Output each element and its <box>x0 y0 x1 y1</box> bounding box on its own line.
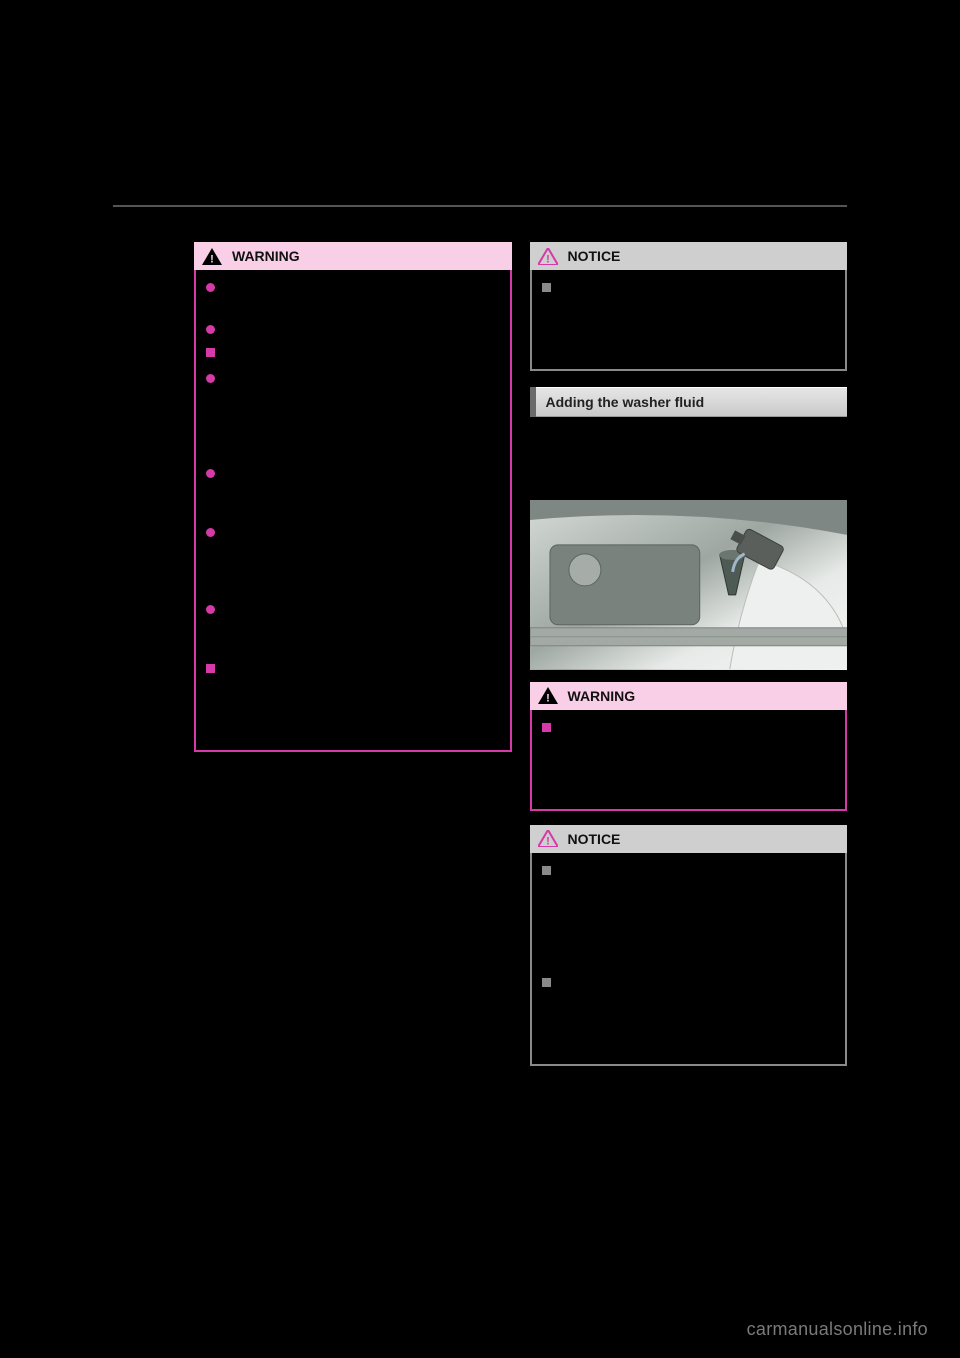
bullet-bold: When recharging the battery <box>220 662 389 676</box>
bullet-heading-with-body: When recharging the battery Never rechar… <box>220 661 500 732</box>
watermark: carmanualsonline.info <box>747 1319 928 1340</box>
svg-text:!: ! <box>210 253 214 265</box>
square-icon <box>206 664 220 732</box>
doc-id: GS350_OM_OM30F69U_(U) <box>113 1214 255 1226</box>
warning-title: WARNING <box>232 248 300 264</box>
square-icon <box>542 978 556 1046</box>
bullet-heading-with-body: When adding washer fluid Do not add wash… <box>556 720 836 791</box>
notice-triangle-icon: ! <box>538 830 558 847</box>
notice-title: NOTICE <box>568 831 621 847</box>
bullet-body: Never recharge the battery while the eng… <box>556 299 823 349</box>
washer-fluid-illustration <box>530 500 848 670</box>
bullet-heading: Emergency measures regarding electrolyte <box>220 345 500 363</box>
notice-body-bottom: Do not use any fluid other than washer f… <box>530 853 848 1067</box>
section-bar-washer: Adding the washer fluid <box>530 387 848 417</box>
bullet-heading-with-body: Diluting washer fluid Dilute washer flui… <box>556 975 836 1046</box>
square-icon <box>542 866 556 970</box>
bullet-text: If you accidentally swallow electrolyte:… <box>220 602 500 655</box>
warning-body-washer: When adding washer fluid Do not add wash… <box>530 710 848 811</box>
list-item: Always wear safety glasses when working … <box>206 280 500 316</box>
list-item: If electrolyte gets on your skin: Wash t… <box>206 466 500 519</box>
list-item: Keep children away from the battery. <box>206 322 500 340</box>
list-heading: When adding washer fluid Do not add wash… <box>542 720 836 791</box>
page-number: 341 <box>805 155 842 181</box>
notice-triangle-icon: ! <box>538 248 558 265</box>
notice-box-top: ! NOTICE When recharging the battery Nev… <box>530 242 848 371</box>
svg-text:!: ! <box>546 836 550 848</box>
warning-body-left: Always wear safety glasses when working … <box>194 270 512 752</box>
svg-text:!: ! <box>546 253 550 265</box>
right-column: ! NOTICE When recharging the battery Nev… <box>530 242 848 1066</box>
svg-text:!: ! <box>546 693 550 705</box>
bullet-text: If electrolyte gets on your skin: Wash t… <box>220 466 500 519</box>
bullet-icon <box>206 325 220 340</box>
list-item: If electrolyte gets on your clothes: It … <box>206 525 500 596</box>
manual-page: 341 6-3. Do-it-yourself maintenance ! WA… <box>0 0 960 1358</box>
notice-header: ! NOTICE <box>530 242 848 270</box>
bullet-heading-with-body: When recharging the battery Never rechar… <box>556 280 836 351</box>
bullet-body: Do not use soapy water or engine antifre… <box>556 882 811 967</box>
chapter-number: 6 <box>852 628 886 649</box>
bullet-bold: Do not use any fluid other than washer f… <box>556 864 816 878</box>
content-columns: ! WARNING Always wear safety glasses whe… <box>194 242 847 1066</box>
warning-title: WARNING <box>568 688 636 704</box>
list-item: If you accidentally swallow electrolyte:… <box>206 602 500 655</box>
notice-body-top: When recharging the battery Never rechar… <box>530 270 848 371</box>
notice-box-bottom: ! NOTICE Do not use any fluid other than… <box>530 825 848 1067</box>
warning-box-left: ! WARNING Always wear safety glasses whe… <box>194 242 512 752</box>
list-heading: Do not use any fluid other than washer f… <box>542 863 836 970</box>
bullet-body: Never recharge the battery while the eng… <box>220 680 487 730</box>
chapter-tab: 6 <box>852 620 886 760</box>
list-heading: When recharging the battery Never rechar… <box>206 661 500 732</box>
notice-title: NOTICE <box>568 248 621 264</box>
list-item: If electrolyte gets in your eyes: Flush … <box>206 371 500 460</box>
warning-triangle-icon: ! <box>538 687 558 704</box>
bullet-heading-with-body: Do not use any fluid other than washer f… <box>556 863 836 970</box>
bullet-bold: When adding washer fluid <box>556 721 711 735</box>
washer-body-text: If any washer does not work or the warni… <box>530 427 848 490</box>
header-rule <box>113 205 847 207</box>
bullet-body: Do not add washer fluid when the engine … <box>556 739 830 789</box>
warning-triangle-icon: ! <box>202 248 222 265</box>
list-heading: Emergency measures regarding electrolyte <box>206 345 500 365</box>
bullet-icon <box>206 605 220 655</box>
section-path: 6-3. Do-it-yourself maintenance <box>445 158 640 174</box>
bullet-text: Keep children away from the battery. <box>220 322 500 340</box>
warning-header: ! WARNING <box>194 242 512 270</box>
warning-box-washer: ! WARNING When adding washer fluid Do no… <box>530 682 848 811</box>
left-column: ! WARNING Always wear safety glasses whe… <box>194 242 512 1066</box>
list-heading: When recharging the battery Never rechar… <box>542 280 836 351</box>
warning-header: ! WARNING <box>530 682 848 710</box>
square-icon <box>542 723 556 791</box>
list-heading: Diluting washer fluid Dilute washer flui… <box>542 975 836 1046</box>
bullet-text: If electrolyte gets on your clothes: It … <box>220 525 500 596</box>
bullet-icon <box>206 469 220 519</box>
square-icon <box>542 283 556 351</box>
square-icon <box>206 348 220 365</box>
bullet-icon <box>206 528 220 596</box>
bullet-text: If electrolyte gets in your eyes: Flush … <box>220 371 500 460</box>
bullet-text: Always wear safety glasses when working … <box>220 280 500 316</box>
bullet-body: Dilute washer fluid with water as necess… <box>556 994 832 1044</box>
notice-header: ! NOTICE <box>530 825 848 853</box>
bullet-icon <box>206 283 220 316</box>
bullet-icon <box>206 374 220 460</box>
bullet-bold: Diluting washer fluid <box>556 976 679 990</box>
bullet-bold: When recharging the battery <box>556 281 725 295</box>
